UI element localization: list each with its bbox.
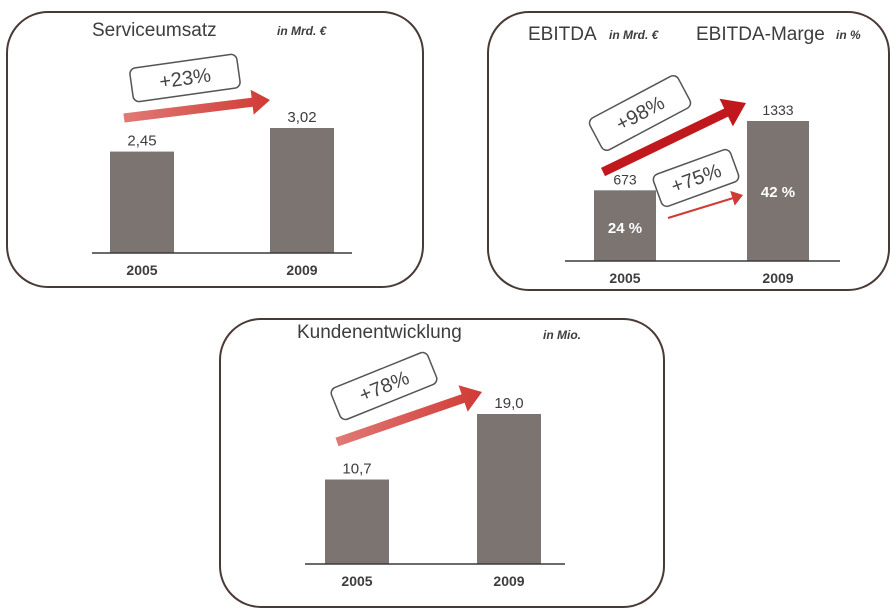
kunden-growth-badge-box [330,351,438,421]
ebitda-growth-badge-box [588,74,692,152]
ebitda-growth-arrow [601,98,746,177]
chart1-bar-2009 [747,121,809,261]
chart2-value-label-2005: 10,7 [342,461,371,478]
chart0-value-label-2009: 3,02 [287,109,316,126]
marge-growth-arrow [667,190,743,219]
ebitda-marge-unit: in % [836,28,861,42]
chart0-bar-2005 [110,151,174,253]
ebitda-title: EBITDA [528,24,597,45]
chart0-tick-2009: 2009 [286,262,317,278]
ebitda-unit: in Mrd. € [609,28,659,42]
ebitda-marge-title: EBITDA-Marge [696,24,825,45]
serviceumsatz-unit: in Mrd. € [277,24,327,38]
kunden-title: Kundenentwicklung [297,322,462,343]
ebitda-panel [487,11,890,291]
chart1-bar-2005 [594,190,656,261]
chart2-bar-2009 [477,414,541,564]
chart1-value-label-2009: 1333 [762,102,793,118]
chart1-value-label-2005: 673 [613,171,637,187]
chart2-tick-2005: 2005 [341,573,372,589]
kunden-growth-arrow [335,385,482,447]
chart2-value-label-2009: 19,0 [494,395,523,412]
marge-growth-badge-box [652,148,740,208]
chart0-tick-2005: 2005 [126,262,157,278]
chart2-bar-2005 [325,479,389,564]
kunden-unit: in Mio. [543,328,581,342]
kunden-panel [219,318,665,608]
charts-canvas: 2,45 2005 3,02 2009 673 2005 24 % 1333 2009 42 % 1… [92,53,840,589]
chart1-tick-2009: 2009 [762,270,793,286]
chart0-value-label-2005: 2,45 [127,133,156,150]
serviceumsatz-title: Serviceumsatz [92,20,217,41]
chart1-tick-2005: 2005 [609,270,640,286]
serviceumsatz-growth-badge-box [129,53,241,103]
serviceumsatz-growth-arrow [123,89,271,123]
chart0-bar-2009 [270,128,334,253]
chart1-margin-label-2005: 24 % [608,220,642,237]
chart1-margin-label-2009: 42 % [761,184,795,201]
chart2-tick-2009: 2009 [493,573,524,589]
